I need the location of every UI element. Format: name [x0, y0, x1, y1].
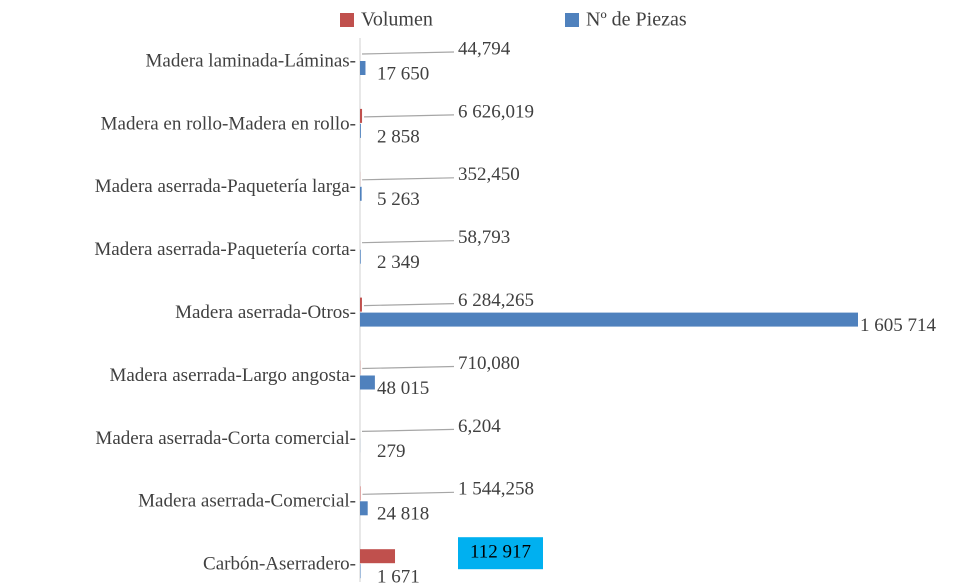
category-label: Madera aserrada-Largo angosta- — [109, 365, 356, 386]
bar — [360, 61, 366, 75]
category-label: Madera aserrada-Paquetería corta- — [94, 239, 356, 260]
category-label: Madera aserrada-Paquetería larga- — [95, 176, 356, 197]
data-label: 1 671 — [377, 567, 420, 587]
category-label: Madera aserrada-Comercial- — [138, 491, 356, 512]
bar — [360, 108, 363, 123]
data-label: 5 263 — [377, 189, 420, 210]
bar — [360, 297, 362, 312]
category-label: Carbón-Aserradero- — [203, 554, 356, 575]
data-label: 6,204 — [458, 416, 501, 437]
data-label: 352,450 — [458, 164, 520, 185]
bar — [360, 549, 396, 564]
leader-line — [362, 51, 455, 55]
bar — [360, 312, 858, 327]
leader-line — [362, 365, 455, 370]
legend-label: Volumen — [361, 9, 433, 31]
legend-swatch — [340, 13, 354, 27]
legend-label: Nº de Piezas — [586, 9, 687, 31]
leader-line — [363, 303, 455, 307]
data-label: 2 349 — [377, 252, 420, 273]
data-label: 58,793 — [458, 227, 510, 248]
data-label: 112 917 — [470, 542, 531, 563]
bar — [360, 564, 361, 579]
bar — [360, 249, 361, 264]
leader-line — [362, 177, 455, 181]
data-label: 710,080 — [458, 353, 520, 374]
data-label: 279 — [377, 441, 406, 462]
category-label: Madera laminada-Láminas- — [146, 50, 356, 71]
leader-line — [361, 428, 455, 432]
bar — [360, 375, 375, 390]
category-label: Madera aserrada-Otros- — [175, 302, 356, 323]
legend-swatch — [565, 13, 579, 27]
bar — [360, 123, 361, 138]
data-label: 6 284,265 — [458, 290, 534, 311]
data-label: 1 544,258 — [458, 479, 534, 500]
data-label: 24 818 — [377, 504, 429, 525]
label-highlight — [458, 537, 543, 570]
data-label: 44,794 — [458, 38, 511, 59]
data-label: 2 858 — [377, 126, 420, 147]
leader-line — [364, 114, 455, 118]
data-label: 6 626,019 — [458, 101, 534, 122]
bar — [360, 501, 368, 516]
leader-line — [362, 240, 455, 244]
data-label: 17 650 — [377, 63, 429, 84]
category-label: Madera en rollo-Madera en rollo- — [101, 113, 356, 134]
data-label: 1 605 714 — [860, 315, 937, 336]
leader-line — [362, 491, 455, 495]
category-label: Madera aserrada-Corta comercial- — [95, 428, 356, 449]
bar — [360, 186, 362, 201]
data-label: 48 015 — [377, 378, 429, 399]
